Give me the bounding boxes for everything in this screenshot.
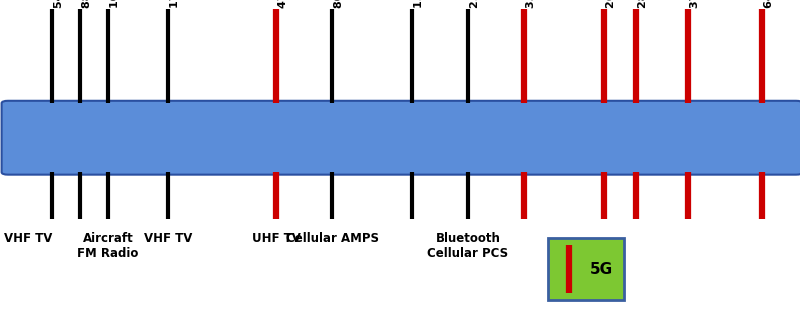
FancyBboxPatch shape <box>2 101 800 175</box>
Text: 64-71 GHz: 64-71 GHz <box>764 0 774 8</box>
Text: 806-947 MHz: 806-947 MHz <box>334 0 344 8</box>
Text: 26 GHz: 26 GHz <box>606 0 616 8</box>
Text: VHF TV: VHF TV <box>144 232 192 245</box>
Text: VHF TV: VHF TV <box>4 232 52 245</box>
Text: Bluetooth
Cellular PCS: Bluetooth Cellular PCS <box>427 232 509 259</box>
Text: Aircraft
FM Radio: Aircraft FM Radio <box>78 232 138 259</box>
Text: 3.5 GHz: 3.5 GHz <box>526 0 536 8</box>
Text: Cellular AMPS: Cellular AMPS <box>286 232 378 245</box>
Text: 28 GHz: 28 GHz <box>638 0 649 8</box>
Text: 2.3-2.5 GHz: 2.3-2.5 GHz <box>470 0 480 8</box>
Text: 5G: 5G <box>590 262 613 277</box>
Text: 470-806 MHz: 470-806 MHz <box>278 0 288 8</box>
Text: 88-108 MHz: 88-108 MHz <box>82 0 93 8</box>
FancyBboxPatch shape <box>548 238 624 300</box>
Text: 1.7-2.0 GHz: 1.7-2.0 GHz <box>414 0 425 8</box>
Text: 174-216 MHz: 174-216 MHz <box>170 0 181 8</box>
Text: UHF TV: UHF TV <box>251 232 301 245</box>
Text: 54-88 MHz: 54-88 MHz <box>54 0 64 8</box>
Text: 108-136 MHz: 108-136 MHz <box>110 0 121 8</box>
Text: 37-40 GHz: 37-40 GHz <box>690 0 701 8</box>
